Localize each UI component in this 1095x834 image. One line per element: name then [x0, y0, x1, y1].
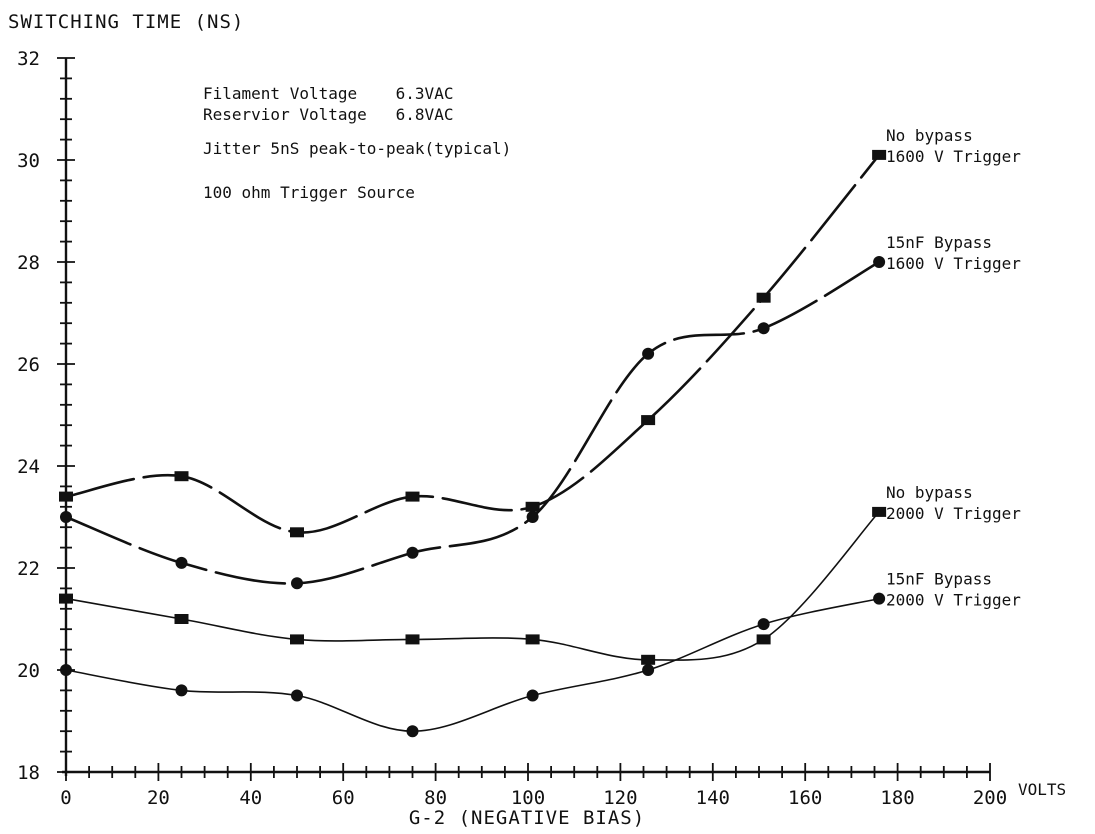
square-point: [641, 415, 656, 426]
circle-point: [291, 577, 303, 590]
x-tick-label: 100: [511, 787, 545, 809]
circle-point: [642, 347, 655, 360]
square-point: [872, 149, 887, 160]
square-point: [525, 501, 540, 512]
series-label-line: 1600 V Trigger: [886, 254, 1021, 273]
series-line: [65, 597, 880, 733]
series-labels: No bypass 1600 V Trigger 15nF Bypass 1600 V…: [886, 126, 1021, 610]
y-tick-label: 26: [17, 354, 40, 376]
series-label-line: No bypass: [886, 483, 973, 502]
circle-point: [175, 556, 188, 569]
y-tick-label: 18: [17, 762, 40, 784]
data-curves: [64, 153, 881, 733]
data-markers: [59, 149, 887, 738]
square-point: [405, 491, 420, 502]
x-tick-label: 120: [603, 787, 637, 809]
square-point: [756, 634, 771, 645]
y-axis-title: SWITCHING TIME (NS): [8, 11, 244, 33]
y-tick-label: 30: [17, 150, 40, 172]
series-label-line: No bypass: [886, 126, 973, 145]
y-tick-label: 24: [17, 456, 40, 478]
square-point: [174, 471, 189, 482]
y-tick-label: 20: [17, 660, 40, 682]
x-tick-label: 180: [880, 787, 914, 809]
circle-point: [60, 511, 72, 523]
square-point: [59, 491, 73, 502]
x-tick-label: 140: [696, 787, 730, 809]
x-tick-label: 200: [973, 787, 1007, 809]
axes: 18 20 22 24 26 28 30 32 0 20 40 60 80 100 120 140 160 180…: [17, 48, 1007, 809]
square-point: [290, 634, 304, 645]
series-label-line: 15nF Bypass: [886, 570, 992, 589]
x-tick-label: 60: [332, 787, 355, 809]
x-axis-unit: VOLTS: [1018, 780, 1066, 799]
series-label-line: 15nF Bypass: [886, 233, 992, 252]
circle-point: [60, 664, 72, 676]
note-trigger-source: 100 ohm Trigger Source: [203, 183, 415, 202]
square-point: [525, 634, 540, 645]
note-filament-voltage: Filament Voltage 6.3VAC: [203, 84, 453, 103]
square-point: [174, 614, 189, 624]
series-label-line: 2000 V Trigger: [886, 591, 1021, 610]
circle-point: [873, 592, 886, 605]
square-point: [59, 593, 73, 604]
note-jitter: Jitter 5nS peak-to-peak(typical): [203, 139, 511, 158]
circle-point: [757, 322, 770, 335]
y-tick-label: 22: [17, 558, 40, 580]
square-point: [756, 292, 771, 303]
y-tick-label: 32: [17, 48, 40, 70]
circle-point: [175, 684, 188, 697]
x-tick-label: 0: [60, 787, 71, 809]
x-tick-label: 80: [424, 787, 447, 809]
square-point: [872, 506, 887, 517]
circle-point: [873, 256, 886, 268]
chart-notes: Filament Voltage 6.3VAC Reservior Voltag…: [203, 84, 511, 202]
y-tick-label: 28: [17, 252, 40, 274]
circle-point: [526, 689, 539, 702]
square-point: [405, 634, 420, 645]
square-point: [290, 527, 304, 538]
note-reservoir-voltage: Reservior Voltage 6.8VAC: [203, 105, 453, 124]
x-axis-title: G-2 (NEGATIVE BIAS): [409, 807, 645, 829]
circle-point: [526, 511, 539, 523]
circle-point: [406, 546, 419, 559]
circle-point: [291, 689, 303, 702]
series-line: [64, 260, 881, 585]
circle-point: [642, 664, 655, 676]
circle-point: [406, 725, 419, 738]
series-label-line: 2000 V Trigger: [886, 504, 1021, 523]
x-tick-label: 40: [239, 787, 262, 809]
circle-point: [757, 618, 770, 631]
x-tick-label: 160: [788, 787, 822, 809]
x-tick-label: 20: [147, 787, 170, 809]
square-point: [641, 654, 656, 665]
series-label-line: 1600 V Trigger: [886, 147, 1021, 166]
